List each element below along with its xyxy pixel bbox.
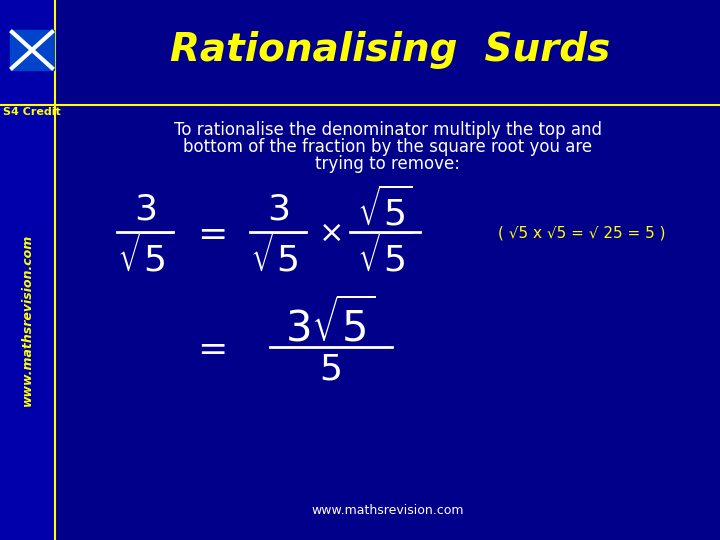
Text: $3\sqrt{5}$: $3\sqrt{5}$ — [284, 299, 375, 351]
Text: www.mathsrevision.com: www.mathsrevision.com — [21, 234, 34, 406]
Text: $3$: $3$ — [134, 193, 156, 227]
Text: trying to remove:: trying to remove: — [315, 155, 460, 173]
Text: $\times$: $\times$ — [318, 218, 342, 248]
Text: To rationalise the denominator multiply the top and: To rationalise the denominator multiply … — [174, 121, 601, 139]
Text: $\sqrt{5}$: $\sqrt{5}$ — [250, 233, 306, 279]
Text: S4 Credit: S4 Credit — [3, 107, 60, 117]
Text: $=$: $=$ — [190, 330, 226, 365]
Text: $\sqrt{5}$: $\sqrt{5}$ — [117, 233, 173, 279]
Text: $\sqrt{5}$: $\sqrt{5}$ — [357, 187, 413, 233]
Text: $3$: $3$ — [267, 193, 289, 227]
Text: $\sqrt{5}$: $\sqrt{5}$ — [357, 233, 413, 279]
Text: $=$: $=$ — [190, 216, 226, 250]
Text: Rationalising  Surds: Rationalising Surds — [170, 31, 610, 69]
Text: ( √5 x √5 = √ 25 = 5 ): ( √5 x √5 = √ 25 = 5 ) — [498, 226, 666, 240]
Text: www.mathsrevision.com: www.mathsrevision.com — [311, 503, 464, 516]
Bar — [10, 30, 54, 70]
Text: bottom of the fraction by the square root you are: bottom of the fraction by the square roo… — [183, 138, 592, 156]
Bar — [0, 0, 55, 540]
Text: $5$: $5$ — [319, 353, 341, 387]
